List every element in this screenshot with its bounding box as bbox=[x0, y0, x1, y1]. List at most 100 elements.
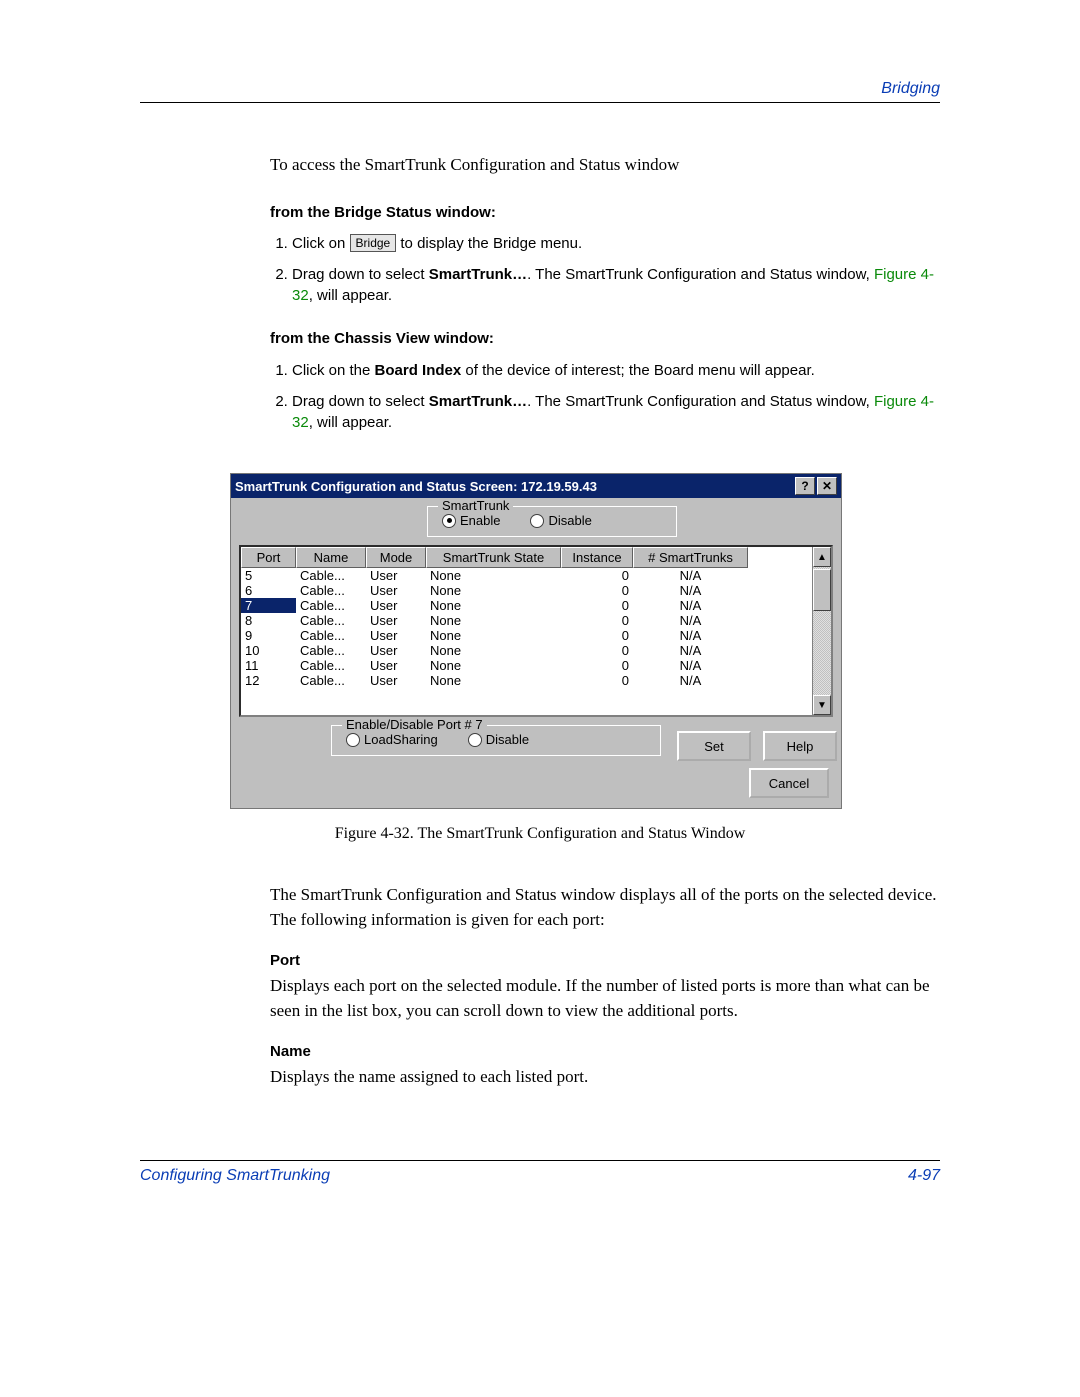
enable-disable-port-groupbox: Enable/Disable Port # 7 LoadSharing Disa… bbox=[331, 725, 661, 756]
s2s1-a: Click on the bbox=[292, 362, 375, 379]
s2s2-c: , will appear. bbox=[309, 414, 392, 431]
smarttrunk-groupbox: SmartTrunk Enable Disable bbox=[427, 506, 677, 537]
cell: 0 bbox=[561, 658, 633, 673]
cell: None bbox=[426, 568, 561, 583]
table-row[interactable]: 11Cable...UserNone0N/A bbox=[241, 658, 812, 673]
set-button[interactable]: Set bbox=[677, 731, 751, 761]
table-row[interactable]: 7Cable...UserNone0N/A bbox=[241, 598, 812, 613]
table-row[interactable]: 6Cable...UserNone0N/A bbox=[241, 583, 812, 598]
cell: User bbox=[366, 613, 426, 628]
s1s2-a: Drag down to select bbox=[292, 266, 429, 283]
cell: 9 bbox=[241, 628, 296, 643]
s2s1-bold: Board Index bbox=[375, 362, 462, 379]
radio-disable[interactable]: Disable bbox=[530, 513, 591, 528]
radio-dot-icon bbox=[468, 733, 482, 747]
section1-step1: Click on Bridge to display the Bridge me… bbox=[292, 233, 940, 254]
s1s2-c: , will appear. bbox=[309, 287, 392, 304]
cell: Cable... bbox=[296, 658, 366, 673]
scroll-track[interactable] bbox=[813, 567, 831, 695]
header-section-title: Bridging bbox=[140, 80, 940, 98]
intro-text: To access the SmartTrunk Configuration a… bbox=[270, 153, 940, 178]
col-port[interactable]: Port bbox=[241, 547, 296, 568]
cancel-button[interactable]: Cancel bbox=[749, 768, 829, 798]
scroll-up-icon[interactable]: ▲ bbox=[813, 547, 831, 567]
col-mode[interactable]: Mode bbox=[366, 547, 426, 568]
cell: User bbox=[366, 673, 426, 688]
port-groupbox-legend: Enable/Disable Port # 7 bbox=[342, 717, 487, 732]
cell: 0 bbox=[561, 643, 633, 658]
help-icon[interactable]: ? bbox=[795, 477, 815, 495]
ports-table[interactable]: Port Name Mode SmartTrunk State Instance… bbox=[239, 545, 833, 717]
scrollbar[interactable]: ▲ ▼ bbox=[812, 547, 831, 715]
cell: N/A bbox=[633, 583, 748, 598]
section2-steps: Click on the Board Index of the device o… bbox=[270, 360, 940, 433]
cell: None bbox=[426, 613, 561, 628]
cell: N/A bbox=[633, 673, 748, 688]
s1s2-bold: SmartTrunk… bbox=[429, 266, 527, 283]
loadsharing-label: LoadSharing bbox=[364, 732, 438, 747]
scroll-down-icon[interactable]: ▼ bbox=[813, 695, 831, 715]
section2-step2: Drag down to select SmartTrunk…. The Sma… bbox=[292, 391, 940, 433]
cell: N/A bbox=[633, 658, 748, 673]
scroll-thumb[interactable] bbox=[813, 569, 831, 611]
table-row[interactable]: 10Cable...UserNone0N/A bbox=[241, 643, 812, 658]
cell: 0 bbox=[561, 583, 633, 598]
col-name[interactable]: Name bbox=[296, 547, 366, 568]
cell: None bbox=[426, 658, 561, 673]
cell: User bbox=[366, 568, 426, 583]
def-port-title: Port bbox=[270, 950, 940, 972]
table-row[interactable]: 9Cable...UserNone0N/A bbox=[241, 628, 812, 643]
cell: 7 bbox=[241, 598, 296, 613]
cell: Cable... bbox=[296, 598, 366, 613]
cell: Cable... bbox=[296, 583, 366, 598]
cell: None bbox=[426, 673, 561, 688]
paragraph-after-figure: The SmartTrunk Configuration and Status … bbox=[270, 883, 940, 932]
enable-label: Enable bbox=[460, 513, 500, 528]
cell: None bbox=[426, 643, 561, 658]
table-row[interactable]: 12Cable...UserNone0N/A bbox=[241, 673, 812, 688]
section2-step1: Click on the Board Index of the device o… bbox=[292, 360, 940, 381]
col-state[interactable]: SmartTrunk State bbox=[426, 547, 561, 568]
close-icon[interactable]: ✕ bbox=[817, 477, 837, 495]
s2s1-b: of the device of interest; the Board men… bbox=[461, 362, 815, 379]
radio-loadsharing[interactable]: LoadSharing bbox=[346, 732, 438, 747]
cell: None bbox=[426, 583, 561, 598]
cell: None bbox=[426, 598, 561, 613]
radio-dot-icon bbox=[442, 514, 456, 528]
bridge-inline-button[interactable]: Bridge bbox=[350, 234, 397, 252]
smarttrunk-window: SmartTrunk Configuration and Status Scre… bbox=[230, 473, 842, 809]
table-row[interactable]: 5Cable...UserNone0N/A bbox=[241, 568, 812, 583]
table-row[interactable]: 8Cable...UserNone0N/A bbox=[241, 613, 812, 628]
cell: 0 bbox=[561, 598, 633, 613]
radio-enable[interactable]: Enable bbox=[442, 513, 500, 528]
footer-left: Configuring SmartTrunking bbox=[140, 1167, 330, 1185]
radio-dot-icon bbox=[530, 514, 544, 528]
cell: N/A bbox=[633, 568, 748, 583]
cell: Cable... bbox=[296, 628, 366, 643]
col-instance[interactable]: Instance bbox=[561, 547, 633, 568]
radio-port-disable[interactable]: Disable bbox=[468, 732, 529, 747]
s2s2-a: Drag down to select bbox=[292, 393, 429, 410]
cell: User bbox=[366, 658, 426, 673]
cell: 0 bbox=[561, 673, 633, 688]
cell: 0 bbox=[561, 568, 633, 583]
cell: 5 bbox=[241, 568, 296, 583]
help-button[interactable]: Help bbox=[763, 731, 837, 761]
rule-bottom bbox=[140, 1160, 940, 1161]
rule-top bbox=[140, 102, 940, 103]
cell: Cable... bbox=[296, 613, 366, 628]
col-trunks[interactable]: # SmartTrunks bbox=[633, 547, 748, 568]
cell: User bbox=[366, 598, 426, 613]
cell: None bbox=[426, 628, 561, 643]
s2s2-b: . The SmartTrunk Configuration and Statu… bbox=[527, 393, 874, 410]
titlebar[interactable]: SmartTrunk Configuration and Status Scre… bbox=[231, 474, 841, 498]
s2s2-bold: SmartTrunk… bbox=[429, 393, 527, 410]
cell: 12 bbox=[241, 673, 296, 688]
cell: 0 bbox=[561, 613, 633, 628]
cell: User bbox=[366, 583, 426, 598]
s1s1-a: Click on bbox=[292, 235, 350, 252]
section1-title: from the Bridge Status window: bbox=[270, 202, 940, 224]
cell: N/A bbox=[633, 613, 748, 628]
s1s1-b: to display the Bridge menu. bbox=[400, 235, 582, 252]
cell: Cable... bbox=[296, 643, 366, 658]
